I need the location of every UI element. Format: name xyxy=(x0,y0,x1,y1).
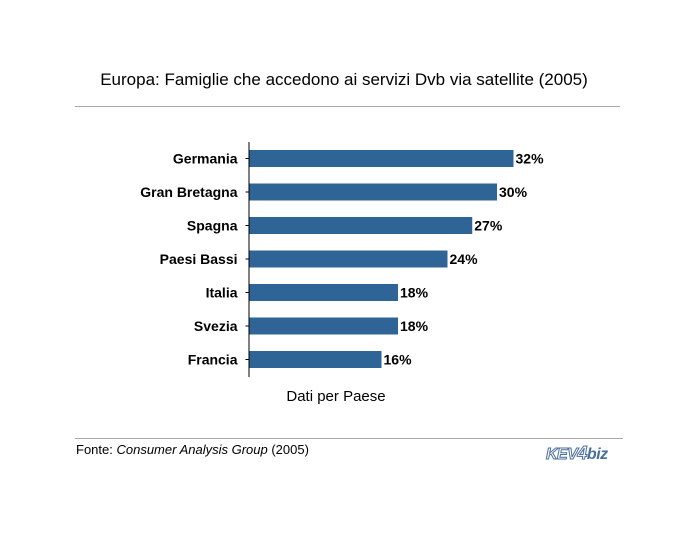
brand-logo: KEV4biz xyxy=(545,443,608,464)
source-note: Fonte: Consumer Analysis Group (2005) xyxy=(76,442,309,457)
value-label: 30% xyxy=(499,184,528,200)
bar-gran-bretagna xyxy=(249,183,497,201)
brand-logo-part2: 4 xyxy=(577,443,588,464)
value-label: 27% xyxy=(474,218,503,234)
value-label: 16% xyxy=(384,352,413,368)
brand-logo-part1: KEV xyxy=(545,446,578,464)
category-label: Paesi Bassi xyxy=(160,251,238,267)
value-label: 24% xyxy=(450,251,479,267)
value-label: 18% xyxy=(400,285,429,301)
axis-caption: Dati per Paese xyxy=(286,388,386,405)
category-label: Francia xyxy=(188,352,238,368)
bar-paesi-bassi xyxy=(249,250,448,268)
title-divider xyxy=(75,106,620,107)
bar-spagna xyxy=(249,217,473,234)
bars-layer: Germania 32% Gran Bretagna 30% Spagna 27% Paes… xyxy=(140,150,544,368)
source-suffix: (2005) xyxy=(267,442,309,457)
category-label: Gran Bretagna xyxy=(140,184,237,200)
source-prefix: Fonte: xyxy=(76,442,117,457)
brand-logo-part3: biz xyxy=(586,446,608,463)
footer-divider xyxy=(75,438,623,439)
category-label: Spagna xyxy=(187,218,238,234)
category-label: Italia xyxy=(206,285,238,301)
bar-francia xyxy=(249,351,382,368)
category-label: Svezia xyxy=(194,318,238,334)
bar-germania xyxy=(249,150,514,167)
bar-italia xyxy=(249,284,398,301)
source-name: Consumer Analysis Group xyxy=(116,442,268,457)
value-label: 32% xyxy=(516,151,545,167)
value-label: 18% xyxy=(400,318,429,334)
bar-svezia xyxy=(249,317,398,335)
category-label: Germania xyxy=(173,151,238,167)
chart-title: Europa: Famiglie che accedono ai servizi… xyxy=(100,70,588,89)
